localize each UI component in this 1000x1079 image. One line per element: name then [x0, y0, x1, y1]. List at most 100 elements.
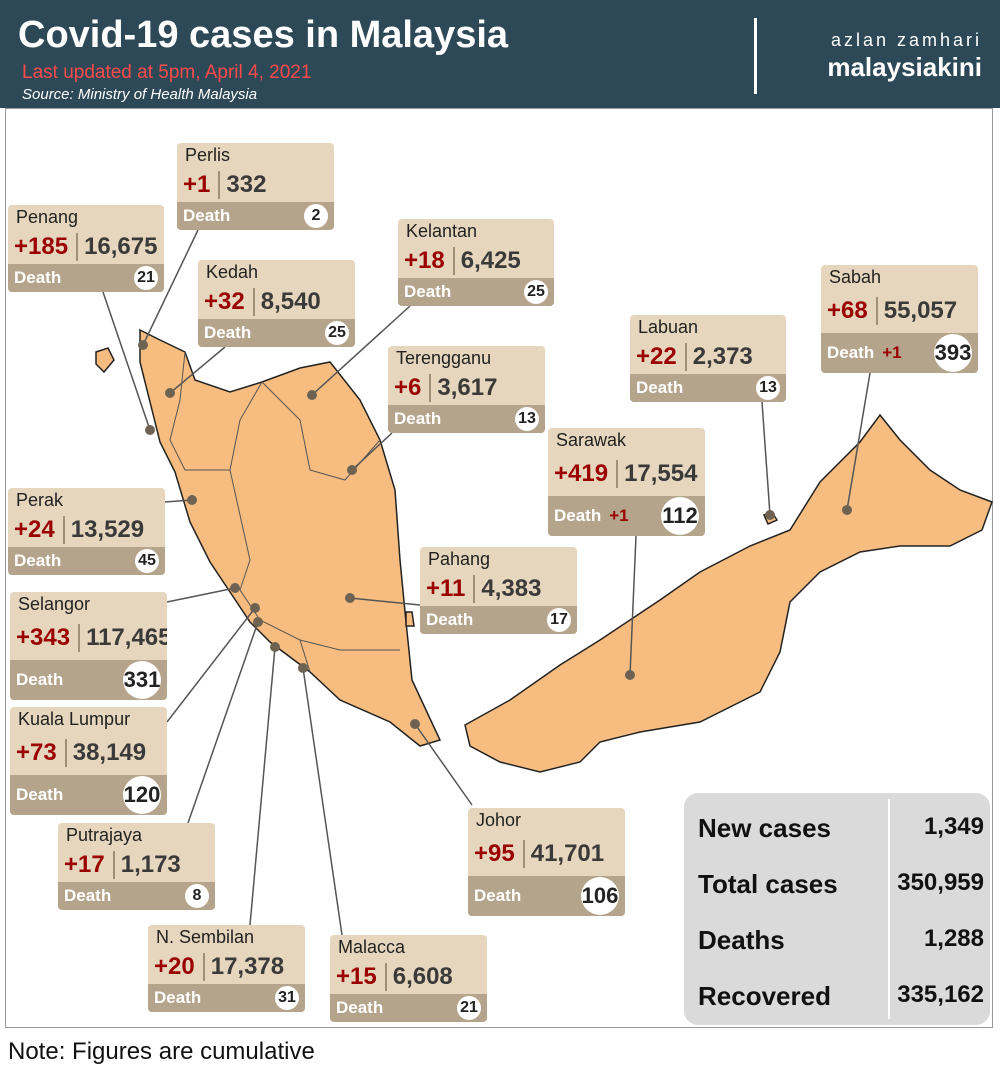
- leader-line: [846, 372, 871, 511]
- summary-row: Recovered 335,162: [684, 981, 990, 1021]
- case-row: +68 55,057: [821, 289, 978, 333]
- state-name: Kuala Lumpur: [18, 709, 131, 729]
- deaths: 31: [275, 986, 299, 1010]
- death-bar: Death 8: [58, 882, 215, 910]
- summary-label: Deaths: [698, 925, 785, 955]
- summary-label: Total cases: [698, 869, 838, 899]
- source: Source: Ministry of Health Malaysia: [22, 86, 258, 103]
- peninsular-malaysia: [139, 328, 442, 747]
- case-row: +22 2,373: [630, 339, 786, 374]
- death-label: Death: [554, 506, 602, 525]
- case-row: +73 38,149: [10, 731, 167, 775]
- borneo-malaysia: [464, 413, 993, 773]
- total-cases: 6,608: [392, 962, 453, 990]
- leader-line: [142, 229, 199, 346]
- state-dot: [270, 642, 280, 652]
- death-label: Death: [183, 206, 231, 225]
- death-bar: Death 120: [10, 775, 167, 815]
- brand: malaysiakini: [827, 52, 982, 82]
- map-frame: [5, 108, 993, 1028]
- state-box: Malacca +15 6,608 Death 21: [330, 935, 487, 1022]
- leader-line: [761, 401, 771, 516]
- summary-value: 1,349: [923, 813, 984, 840]
- case-row: +419 17,554: [548, 452, 705, 496]
- leader-line: [102, 291, 151, 431]
- total-cases: 16,675: [84, 232, 158, 260]
- death-label: Death: [404, 282, 452, 301]
- total-cases: 17,554: [624, 460, 698, 487]
- state-name: Kelantan: [406, 221, 478, 241]
- state-name: Penang: [16, 207, 79, 227]
- deaths: 21: [457, 996, 481, 1020]
- state-dot: [410, 719, 420, 729]
- summary-label: New cases: [698, 813, 831, 843]
- case-row: +1 332: [177, 167, 334, 202]
- summary-row: Total cases 350,959: [684, 869, 990, 909]
- case-row: +17 1,173: [58, 847, 215, 882]
- state-dot: [250, 603, 260, 613]
- state-name: Selangor: [18, 594, 91, 614]
- total-cases: 38,149: [72, 739, 147, 766]
- state-dot: [298, 663, 308, 673]
- death-bar: Death 13: [388, 405, 545, 433]
- state-dot: [307, 390, 317, 400]
- state-box: Selangor +343 117,465 Death 331: [10, 592, 167, 700]
- case-row: +15 6,608: [330, 959, 487, 994]
- leader-lines: [102, 229, 871, 936]
- total-cases: 117,465: [86, 624, 167, 651]
- state-box: N. Sembilan +20 17,378 Death 31: [148, 925, 305, 1012]
- state-name: N. Sembilan: [156, 927, 255, 947]
- state-box: Perak +24 13,529 Death 45: [8, 488, 165, 575]
- state-box: Sabah +68 55,057 Death +1 393: [821, 265, 978, 373]
- new-cases: +18: [404, 246, 455, 275]
- death-label: Death: [426, 610, 474, 629]
- death-bar: Death 106: [468, 876, 625, 916]
- new-cases: +11: [426, 574, 476, 603]
- leader-line: [249, 646, 276, 926]
- new-cases: +419: [554, 460, 619, 488]
- state-dot: [253, 617, 263, 627]
- total-cases: 3,617: [437, 373, 498, 401]
- total-cases: 17,378: [210, 952, 285, 980]
- deaths: 21: [134, 266, 158, 290]
- new-cases: +1: [183, 170, 221, 199]
- death-label: Death: [16, 670, 64, 689]
- state-box: Penang +185 16,675 Death 21: [8, 205, 164, 292]
- total-cases: 1,173: [120, 850, 181, 878]
- new-deaths: +1: [882, 343, 902, 362]
- state-name: Labuan: [638, 317, 699, 337]
- death-label: Death: [14, 268, 62, 287]
- state-box: Sarawak +419 17,554 Death +1 112: [548, 428, 705, 536]
- death-bar: Death 21: [330, 994, 487, 1022]
- state-dot: [842, 505, 852, 515]
- new-cases: +68: [827, 297, 878, 325]
- leader-line: [302, 667, 343, 936]
- deaths: 393: [934, 334, 972, 372]
- state-name: Terengganu: [396, 348, 492, 368]
- new-cases: +24: [14, 515, 65, 544]
- case-row: +32 8,540: [198, 284, 355, 319]
- state-box: Johor +95 41,701 Death 106: [468, 808, 625, 916]
- leader-line: [166, 587, 236, 603]
- state-dot: [165, 388, 175, 398]
- total-cases: 8,540: [260, 287, 321, 315]
- new-cases: +6: [394, 373, 432, 402]
- summary-row: New cases 1,349: [684, 813, 990, 853]
- death-bar: Death 31: [148, 984, 305, 1012]
- case-row: +20 17,378: [148, 949, 305, 984]
- state-dot: [230, 583, 240, 593]
- state-dot: [765, 510, 775, 520]
- state-name: Malacca: [338, 937, 406, 957]
- state-box: Putrajaya +17 1,173 Death 8: [58, 823, 215, 910]
- new-deaths: +1: [609, 506, 629, 525]
- deaths: 112: [661, 497, 699, 535]
- death-bar: Death +1 112: [548, 496, 705, 536]
- new-cases: +20: [154, 952, 205, 981]
- deaths: 120: [123, 776, 161, 814]
- total-cases: 6,425: [460, 246, 521, 274]
- deaths: 25: [524, 280, 548, 304]
- death-label: Death: [204, 323, 252, 342]
- new-cases: +73: [16, 739, 67, 767]
- state-name: Pahang: [428, 549, 491, 569]
- title: Covid-19 cases in Malaysia: [18, 14, 509, 56]
